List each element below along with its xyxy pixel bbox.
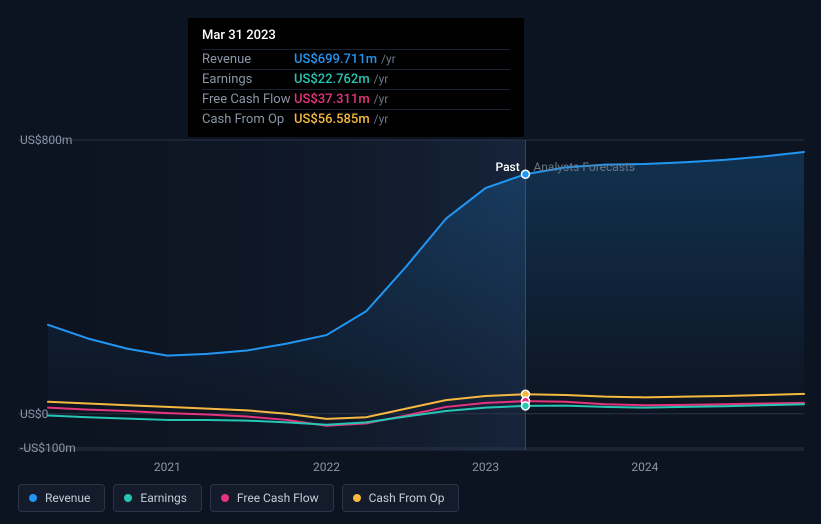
legend-dot-icon xyxy=(29,494,37,502)
financial-chart: Mar 31 2023 RevenueUS$699.711m/yrEarning… xyxy=(0,0,821,524)
section-label-forecast: Analysts Forecasts xyxy=(533,160,635,174)
tooltip-metric-unit: /yr xyxy=(374,112,389,126)
tooltip-metric-unit: /yr xyxy=(374,72,389,86)
legend-item-revenue[interactable]: Revenue xyxy=(18,484,105,512)
tooltip-row: Free Cash FlowUS$37.311m/yr xyxy=(202,89,510,109)
section-label-past: Past xyxy=(495,160,519,174)
legend-label: Cash From Op xyxy=(369,491,445,505)
y-axis-label: -US$100m xyxy=(20,441,76,455)
tooltip-metric-value: US$699.711m xyxy=(294,52,377,67)
y-axis-label: US$800m xyxy=(20,133,72,147)
legend-dot-icon xyxy=(353,494,361,502)
chart-legend: Revenue Earnings Free Cash Flow Cash From O… xyxy=(18,484,459,512)
legend-item-cash-from-op[interactable]: Cash From Op xyxy=(342,484,460,512)
legend-item-free-cash-flow[interactable]: Free Cash Flow xyxy=(210,484,334,512)
legend-dot-icon xyxy=(124,494,132,502)
x-axis-label: 2022 xyxy=(313,460,340,474)
tooltip-metric-unit: /yr xyxy=(374,92,389,106)
tooltip-metric-label: Free Cash Flow xyxy=(202,92,294,107)
legend-label: Revenue xyxy=(45,491,90,505)
tooltip-row: RevenueUS$699.711m/yr xyxy=(202,49,510,69)
chart-tooltip: Mar 31 2023 RevenueUS$699.711m/yrEarning… xyxy=(188,18,524,137)
x-axis-label: 2021 xyxy=(154,460,181,474)
y-axis-label: US$0 xyxy=(20,407,48,421)
tooltip-metric-unit: /yr xyxy=(381,52,396,66)
tooltip-row: EarningsUS$22.762m/yr xyxy=(202,69,510,89)
tooltip-row: Cash From OpUS$56.585m/yr xyxy=(202,109,510,129)
legend-item-earnings[interactable]: Earnings xyxy=(113,484,202,512)
x-axis-label: 2023 xyxy=(472,460,499,474)
legend-label: Free Cash Flow xyxy=(237,491,319,505)
x-axis-label: 2024 xyxy=(631,460,658,474)
legend-label: Earnings xyxy=(140,491,187,505)
tooltip-metric-value: US$56.585m xyxy=(294,112,370,127)
legend-dot-icon xyxy=(221,494,229,502)
tooltip-metric-value: US$22.762m xyxy=(294,72,370,87)
tooltip-metric-label: Cash From Op xyxy=(202,112,294,127)
tooltip-metric-value: US$37.311m xyxy=(294,92,370,107)
tooltip-metric-label: Revenue xyxy=(202,52,294,67)
tooltip-date: Mar 31 2023 xyxy=(202,28,510,43)
tooltip-metric-label: Earnings xyxy=(202,72,294,87)
